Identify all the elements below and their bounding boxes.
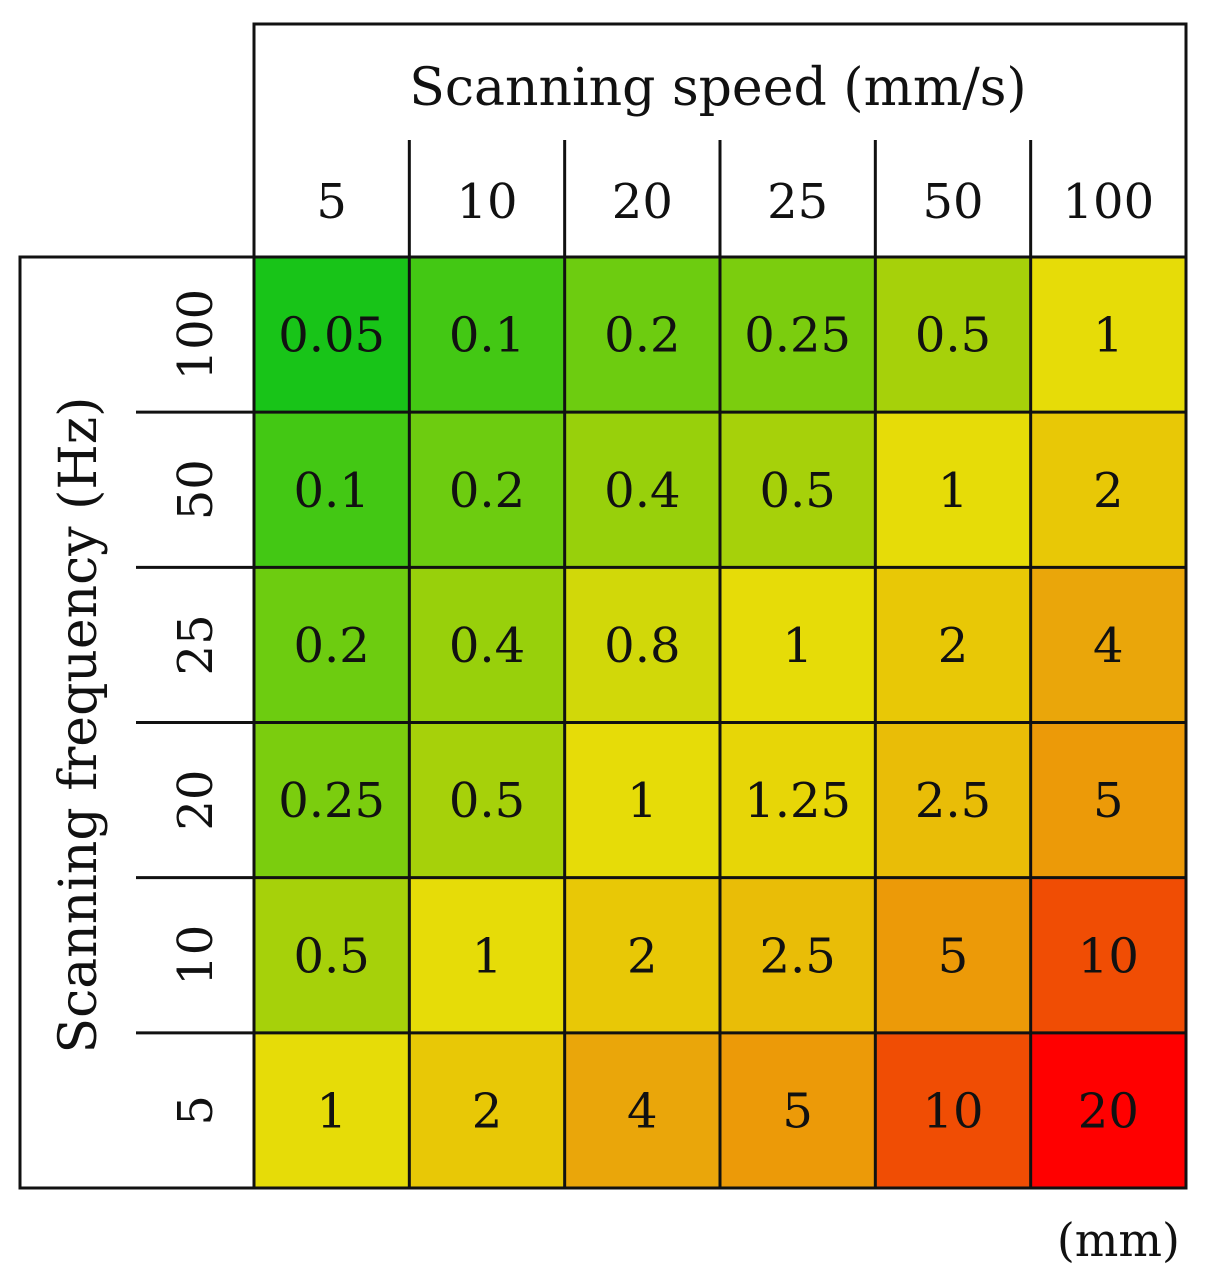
- cell-value-label: 0.4: [449, 618, 525, 674]
- x-axis-title: Scanning speed (mm/s): [409, 58, 1026, 118]
- heatmap-cell: [564, 1032, 720, 1188]
- cell-value-label: 0.25: [744, 308, 851, 364]
- cell-value-label: 1: [627, 773, 658, 829]
- heatmap-cell: [254, 1032, 410, 1188]
- heatmap-cell: [409, 257, 565, 413]
- heatmap-cell: [875, 412, 1031, 568]
- cell-value-labels: 0.05 0.1 0.2 0.25 0.5 1 0.1 0.2 0.4 0.5 1 2 0.2 0.4 0.…: [278, 308, 1139, 1140]
- unit-label: (mm): [1057, 1213, 1180, 1267]
- cell-value-label: 0.05: [278, 308, 385, 364]
- cell-value-label: 0.1: [293, 463, 369, 519]
- cell-value-label: 1: [316, 1083, 347, 1139]
- cell-value-label: 2: [472, 1083, 503, 1139]
- heatmap-cell: [564, 722, 720, 878]
- y-axis-title: Scanning frequency (Hz): [49, 397, 109, 1054]
- heatmap-cell: [875, 1032, 1031, 1188]
- cell-value-label: 4: [1093, 618, 1124, 674]
- y-tick-label: 25: [168, 614, 224, 675]
- cell-value-label: 0.4: [604, 463, 680, 519]
- cell-value-label: 1: [782, 618, 813, 674]
- heatmap-cell: [875, 567, 1031, 723]
- heatmap-cell: [720, 412, 876, 568]
- cell-value-label: 0.2: [449, 463, 525, 519]
- cell-value-label: 10: [1078, 928, 1139, 984]
- heatmap-cell: [564, 257, 720, 413]
- cell-value-label: 2.5: [915, 773, 991, 829]
- cell-value-label: 0.5: [293, 928, 369, 984]
- heatmap-cell: [254, 567, 410, 723]
- heatmap-cell: [1030, 412, 1186, 568]
- heatmap-cell: [409, 412, 565, 568]
- x-tick-label: 100: [1063, 174, 1155, 230]
- heatmap-cell: [564, 567, 720, 723]
- cell-value-label: 2: [938, 618, 969, 674]
- heatmap-cell: [720, 722, 876, 878]
- cell-value-label: 0.5: [915, 308, 991, 364]
- cell-value-label: 0.8: [604, 618, 680, 674]
- y-tick-label: 100: [168, 289, 224, 381]
- x-tick-label: 20: [612, 174, 673, 230]
- x-tick-label: 50: [922, 174, 983, 230]
- heatmap-cell: [564, 412, 720, 568]
- heatmap-cell: [720, 567, 876, 723]
- x-tick-labels: 5 10 20 25 50 100: [316, 174, 1154, 230]
- heatmap-cell: [409, 722, 565, 878]
- heatmap-cell: [720, 1032, 876, 1188]
- table-frame: [18, 22, 1188, 1190]
- x-tick-label: 25: [767, 174, 828, 230]
- heatmap-cell: [1030, 877, 1186, 1033]
- heatmap-cell: [1030, 1032, 1186, 1188]
- y-tick-label: 20: [168, 770, 224, 831]
- heatmap-cell: [720, 257, 876, 413]
- y-tick-labels: 100 50 25 20 10 5: [168, 289, 224, 1126]
- cell-value-label: 0.2: [604, 308, 680, 364]
- heatmap-cell: [1030, 722, 1186, 878]
- cell-value-label: 2.5: [759, 928, 835, 984]
- x-tick-label: 10: [456, 174, 517, 230]
- heatmap-cell: [409, 1032, 565, 1188]
- cell-value-label: 0.5: [759, 463, 835, 519]
- heatmap-cell: [254, 412, 410, 568]
- y-tick-label: 10: [168, 925, 224, 986]
- heatmap-cell: [564, 877, 720, 1033]
- cell-value-label: 1: [938, 463, 969, 519]
- cell-value-label: 1.25: [744, 773, 851, 829]
- x-tick-label: 5: [316, 174, 347, 230]
- heatmap-cell: [254, 722, 410, 878]
- cell-value-label: 0.5: [449, 773, 525, 829]
- cell-value-label: 0.2: [293, 618, 369, 674]
- heatmap-cell: [875, 722, 1031, 878]
- heatmap-cell: [254, 877, 410, 1033]
- cell-value-label: 5: [782, 1083, 813, 1139]
- cell-value-label: 10: [922, 1083, 983, 1139]
- cell-value-label: 0.25: [278, 773, 385, 829]
- y-tick-label: 50: [168, 459, 224, 520]
- cell-value-label: 5: [1093, 773, 1124, 829]
- heatmap-cell: [875, 257, 1031, 413]
- heatmap-cell: [254, 257, 410, 413]
- heatmap-cells: [254, 257, 1186, 1188]
- heatmap-cell: [409, 567, 565, 723]
- y-tick-label: 5: [168, 1095, 224, 1126]
- heatmap-cell: [720, 877, 876, 1033]
- cell-value-label: 2: [1093, 463, 1124, 519]
- heatmap-cell: [1030, 567, 1186, 723]
- heatmap-cell: [409, 877, 565, 1033]
- cell-value-label: 1: [1093, 308, 1124, 364]
- cell-value-label: 0.1: [449, 308, 525, 364]
- cell-value-label: 5: [938, 928, 969, 984]
- heatmap-cell: [1030, 257, 1186, 413]
- cell-value-label: 2: [627, 928, 658, 984]
- cell-value-label: 1: [472, 928, 503, 984]
- cell-value-label: 20: [1078, 1083, 1139, 1139]
- cell-value-label: 4: [627, 1083, 658, 1139]
- heatmap-cell: [875, 877, 1031, 1033]
